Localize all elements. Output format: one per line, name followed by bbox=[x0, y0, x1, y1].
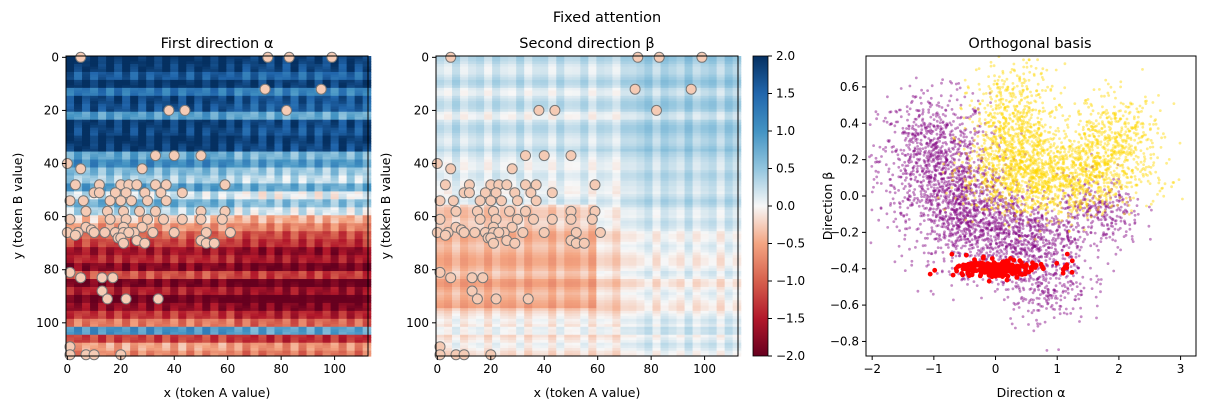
scatter-point bbox=[196, 151, 206, 161]
scatter-point bbox=[169, 228, 179, 238]
heatmap-2-cells bbox=[436, 56, 741, 357]
scatter-point bbox=[164, 105, 174, 115]
scatter-point bbox=[327, 52, 337, 62]
scatter-point bbox=[180, 105, 190, 115]
scatter-point bbox=[105, 196, 115, 206]
scatter-point bbox=[137, 164, 147, 174]
x-tick-label: 40 bbox=[167, 362, 182, 376]
scatter-point bbox=[159, 214, 169, 224]
scatter-point bbox=[151, 151, 161, 161]
scatter-point bbox=[94, 188, 104, 198]
scatter-point bbox=[76, 164, 86, 174]
y-tick-label: 100 bbox=[36, 316, 59, 330]
scatter-point bbox=[100, 228, 110, 238]
scatter-point bbox=[284, 52, 294, 62]
scatter-point bbox=[177, 214, 187, 224]
scatter-point bbox=[220, 180, 230, 190]
x-tick-label: 0 bbox=[64, 362, 72, 376]
heatmap-first-direction: First direction α 0 20 40 60 80 100 0 20 40 60 80 1… bbox=[10, 36, 371, 400]
x-tick-label: 100 bbox=[323, 362, 346, 376]
scatter-point bbox=[177, 188, 187, 198]
heatmap-1-xlabel: x (token A value) bbox=[164, 385, 271, 400]
scatter-point bbox=[148, 228, 158, 238]
scatter-point bbox=[151, 206, 161, 216]
scatter-point bbox=[196, 214, 206, 224]
scatter-point bbox=[263, 52, 273, 62]
scatter-point bbox=[108, 273, 118, 283]
y-tick-label: 0 bbox=[51, 50, 59, 64]
scatter-point bbox=[116, 196, 126, 206]
scatter-point bbox=[102, 294, 112, 304]
y-tick-label: 40 bbox=[44, 157, 59, 171]
scatter-point bbox=[135, 206, 145, 216]
scatter-point bbox=[70, 230, 80, 240]
scatter-point bbox=[89, 228, 99, 238]
scatter-point bbox=[132, 180, 142, 190]
y-tick-label: 80 bbox=[44, 263, 59, 277]
scatter-point bbox=[316, 84, 326, 94]
y-tick-label: 20 bbox=[44, 103, 59, 117]
scatter-point bbox=[217, 214, 227, 224]
heatmap-1-ylabel: y (token B value) bbox=[10, 153, 25, 260]
scatter-point bbox=[121, 294, 131, 304]
scatter-point bbox=[161, 196, 171, 206]
scatter-point bbox=[78, 196, 88, 206]
scatter-point bbox=[127, 196, 137, 206]
x-tick-label: 60 bbox=[220, 362, 235, 376]
scatter-point bbox=[209, 238, 219, 248]
scatter-point bbox=[76, 52, 86, 62]
scatter-point bbox=[81, 206, 91, 216]
scatter-point bbox=[76, 273, 86, 283]
scatter-point bbox=[70, 180, 80, 190]
panel-1-title: First direction α bbox=[161, 36, 274, 52]
scatter-point bbox=[260, 84, 270, 94]
scatter-point bbox=[169, 151, 179, 161]
scatter-point bbox=[140, 238, 150, 248]
scatter-point bbox=[89, 350, 99, 360]
scatter-point bbox=[282, 105, 292, 115]
scatter-point bbox=[105, 214, 115, 224]
x-tick-label: 80 bbox=[274, 362, 289, 376]
scatter-point bbox=[97, 273, 107, 283]
figure-suptitle: Fixed attention bbox=[553, 10, 661, 26]
scatter-point bbox=[153, 294, 163, 304]
y-tick-label: 60 bbox=[44, 210, 59, 224]
scatter-point bbox=[225, 228, 235, 238]
scatter-point bbox=[143, 196, 153, 206]
heatmap-1-cells bbox=[66, 56, 371, 357]
scatter-point bbox=[119, 238, 129, 248]
panel-2-title: Second direction β bbox=[519, 36, 654, 52]
x-tick-label: 20 bbox=[113, 362, 128, 376]
